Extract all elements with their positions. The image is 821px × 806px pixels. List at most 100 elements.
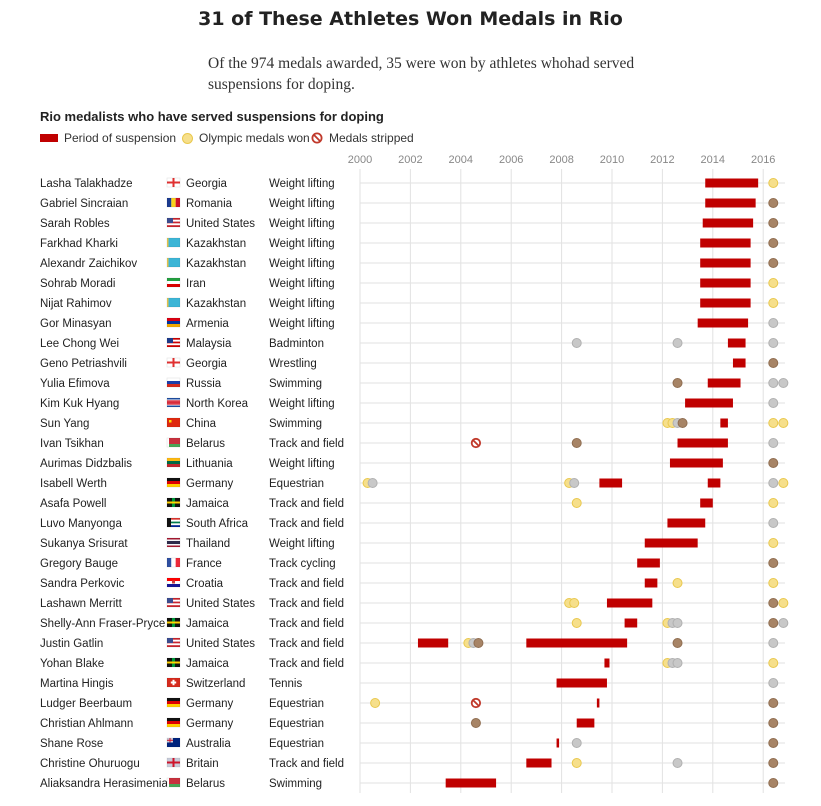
- suspension-swatch: [40, 134, 58, 142]
- bronze-medal-marker: [768, 718, 779, 728]
- athlete-name: Lee Chong Wei: [40, 338, 119, 350]
- iran-flag: [166, 277, 181, 288]
- athlete-sport: Weight lifting: [269, 238, 335, 250]
- athlete-country: Switzerland: [186, 678, 245, 690]
- athlete-country: Iran: [186, 278, 206, 290]
- belarus-flag: [166, 437, 181, 448]
- suspension-bar: [720, 418, 728, 428]
- suspension-bar: [606, 598, 653, 608]
- athlete-country: Australia: [186, 738, 231, 750]
- usa-flag: [166, 637, 181, 648]
- athlete-sport: Equestrian: [269, 738, 324, 750]
- chart-subtitle: Rio medalists who have served suspension…: [40, 109, 384, 124]
- kazakhstan-flag: [166, 237, 181, 248]
- jamaica-flag: [166, 657, 181, 668]
- x-tick-label: 2010: [600, 154, 624, 166]
- athlete-name: Luvo Manyonga: [40, 518, 122, 530]
- athlete-sport: Weight lifting: [269, 178, 335, 190]
- suspension-bar: [556, 678, 607, 688]
- athlete-country: South Africa: [186, 518, 249, 530]
- bronze-medal-marker: [768, 458, 779, 468]
- athlete-name: Shane Rose: [40, 738, 103, 750]
- athlete-name: Aurimas Didzbalis: [40, 458, 132, 470]
- athlete-sport: Track and field: [269, 438, 344, 450]
- gold-medal-marker: [778, 598, 789, 608]
- gold-medal-marker: [778, 478, 789, 488]
- silver-medal-marker: [672, 618, 683, 628]
- bronze-medal-marker: [768, 198, 779, 208]
- athlete-sport: Weight lifting: [269, 278, 335, 290]
- suspension-bar: [417, 638, 449, 648]
- suspension-bar: [667, 518, 706, 528]
- germany-flag: [166, 717, 181, 728]
- silver-medal-marker: [672, 758, 683, 768]
- x-tick-label: 2008: [549, 154, 573, 166]
- suspension-bar: [596, 698, 600, 708]
- athlete-name: Yohan Blake: [40, 658, 104, 670]
- athlete-name: Gor Minasyan: [40, 318, 112, 330]
- suspension-bar: [707, 378, 741, 388]
- gold-medal-marker: [571, 618, 582, 628]
- athlete-name: Martina Hingis: [40, 678, 114, 690]
- athlete-country: Armenia: [186, 318, 229, 330]
- suspension-bar: [604, 658, 610, 668]
- silver-medal-marker: [367, 478, 378, 488]
- suspension-bar: [526, 638, 628, 648]
- intro-text: Of the 974 medals awarded, 35 were won b…: [208, 55, 635, 93]
- athlete-sport: Track and field: [269, 598, 344, 610]
- athlete-sport: Equestrian: [269, 478, 324, 490]
- athlete-name: Sarah Robles: [40, 218, 110, 230]
- athlete-country: Kazakhstan: [186, 298, 246, 310]
- athlete-country: Jamaica: [186, 498, 229, 510]
- suspension-bar: [700, 498, 713, 508]
- jamaica-flag: [166, 497, 181, 508]
- usa-flag: [166, 597, 181, 608]
- x-tick-label: 2004: [449, 154, 473, 166]
- switzerland-flag: [166, 677, 181, 688]
- bronze-medal-marker: [768, 558, 779, 568]
- legend-medals-won-label: Olympic medals won: [199, 131, 310, 145]
- x-tick-label: 2016: [751, 154, 775, 166]
- athlete-sport: Tennis: [269, 678, 302, 690]
- athlete-name: Sukanya Srisurat: [40, 538, 128, 550]
- bronze-medal-marker: [768, 218, 779, 228]
- bronze-medal-marker: [768, 238, 779, 248]
- athlete-sport: Swimming: [269, 378, 322, 390]
- headline: 31 of These Athletes Won Medals in Rio: [198, 8, 623, 30]
- suspension-bar: [644, 538, 698, 548]
- gold-medal-marker: [768, 498, 779, 508]
- athlete-sport: Weight lifting: [269, 318, 335, 330]
- britain-flag: [166, 757, 181, 768]
- athlete-country: Thailand: [186, 538, 230, 550]
- bronze-medal-marker: [768, 698, 779, 708]
- athlete-country: Germany: [186, 698, 234, 710]
- france-flag: [166, 557, 181, 568]
- athlete-sport: Weight lifting: [269, 298, 335, 310]
- athlete-sport: Track and field: [269, 658, 344, 670]
- gold-medal-marker: [778, 418, 789, 428]
- athlete-name: Christine Ohuruogu: [40, 758, 140, 770]
- bronze-medal-marker: [768, 598, 779, 608]
- silver-medal-marker: [571, 738, 582, 748]
- gold-medal-marker: [768, 178, 779, 188]
- athlete-country: North Korea: [186, 398, 249, 410]
- athlete-country: Britain: [186, 758, 219, 770]
- bronze-medal-marker: [571, 438, 582, 448]
- germany-flag: [166, 477, 181, 488]
- south-africa-flag: [166, 517, 181, 528]
- medal-swatch-icon: [182, 133, 193, 144]
- athlete-country: Jamaica: [186, 618, 229, 630]
- armenia-flag: [166, 317, 181, 328]
- australia-flag: [166, 737, 181, 748]
- stripped-medal-slash: [472, 699, 480, 707]
- suspension-bar: [700, 258, 751, 268]
- malaysia-flag: [166, 337, 181, 348]
- athlete-name: Gregory Bauge: [40, 558, 118, 570]
- athlete-sport: Badminton: [269, 338, 324, 350]
- kazakhstan-flag: [166, 297, 181, 308]
- silver-medal-marker: [768, 318, 779, 328]
- germany-flag: [166, 697, 181, 708]
- silver-medal-marker: [672, 658, 683, 668]
- x-tick-label: 2000: [348, 154, 372, 166]
